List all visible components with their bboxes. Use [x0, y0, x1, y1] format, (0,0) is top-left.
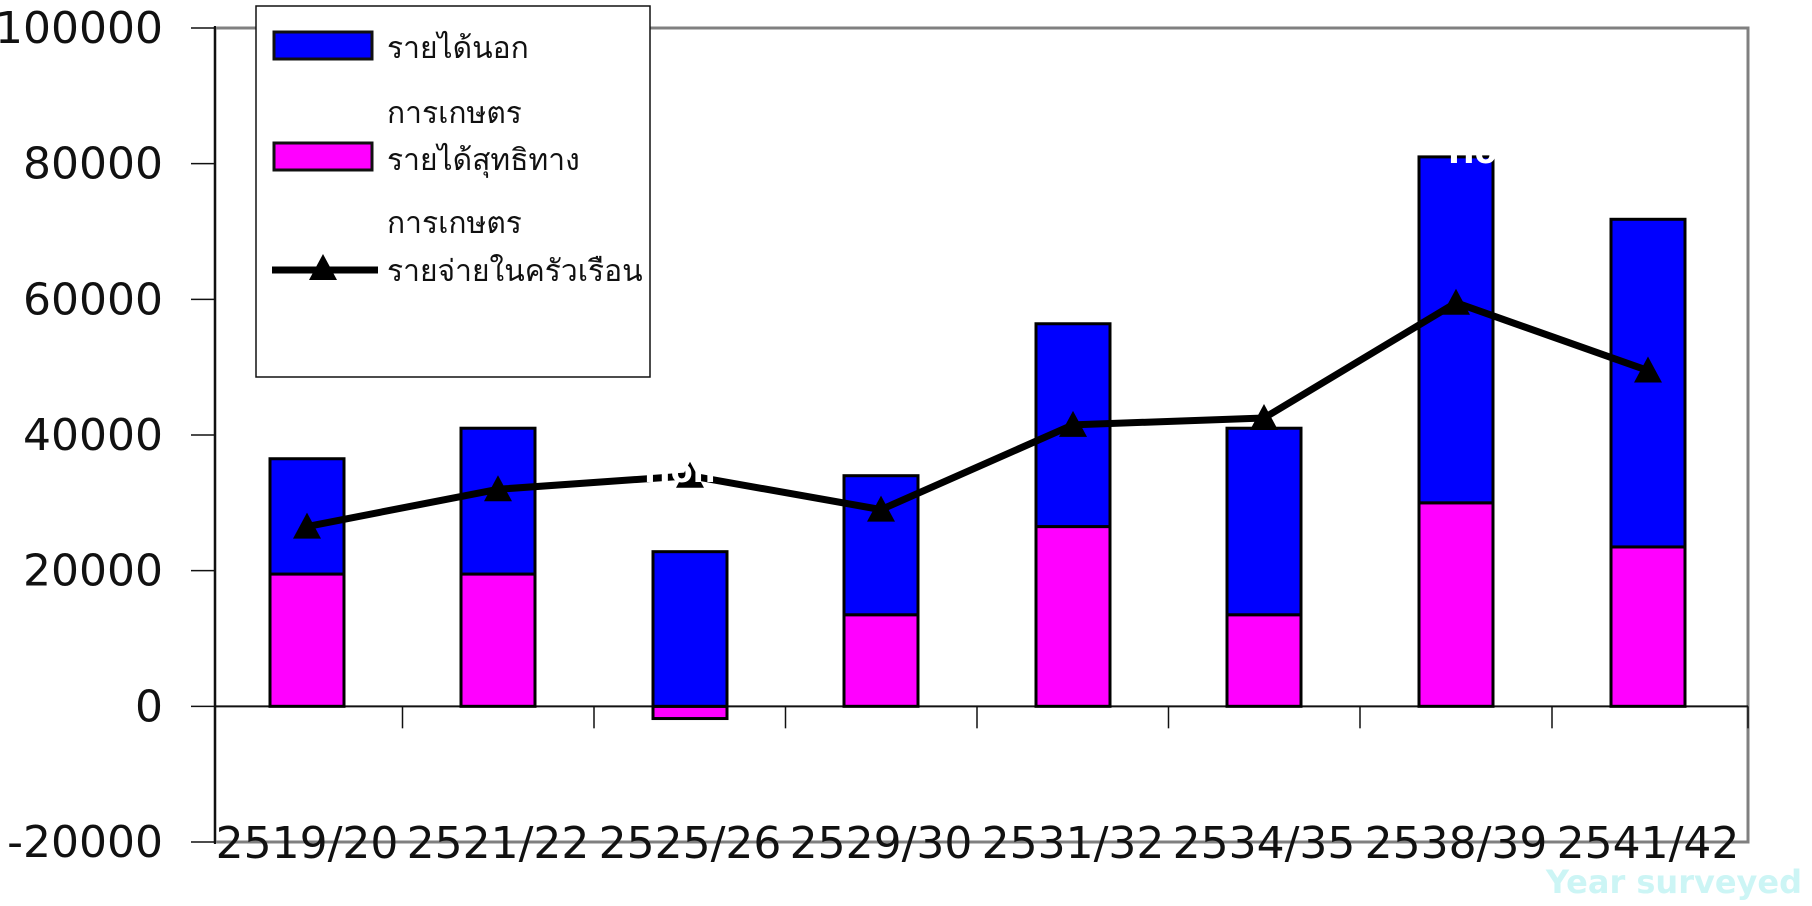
bar-farm-income [1225, 613, 1303, 708]
x-axis-title: Year surveyed [1545, 863, 1802, 901]
legend-label: รายได้นอก [387, 30, 529, 66]
bar-nonfarm-income [1417, 155, 1495, 505]
expense-line [306, 299, 1650, 531]
y-tick-label: 20000 [23, 546, 163, 597]
legend-swatch-nonfarm [272, 30, 374, 61]
expense-line-series [293, 288, 1662, 539]
y-tick-label: 0 [135, 681, 163, 732]
x-tick-label: 2525/26 [599, 818, 782, 869]
overlay-text-2: Ho [1448, 133, 1497, 171]
bars [268, 155, 1687, 721]
y-tick-label: -20000 [7, 817, 163, 868]
legend: รายได้นอกการเกษตรรายได้สุทธิทางการเกษตรร… [255, 5, 651, 378]
legend-box [255, 5, 651, 378]
expense-point-marker [1059, 410, 1087, 437]
bar-farm-income [459, 572, 537, 708]
legend-label: การเกษตร [387, 206, 522, 241]
expense-point-marker [1442, 288, 1470, 315]
expense-point-marker [293, 512, 321, 539]
legend-label: รายจ่ายในครัวเรือน [387, 254, 643, 289]
x-tick-label: 2538/39 [1365, 818, 1548, 869]
expense-point-marker [676, 461, 704, 488]
legend-label: รายได้สุทธิทาง [387, 142, 580, 179]
x-tick-label: 2529/30 [790, 818, 973, 869]
bar-nonfarm-income [651, 550, 729, 708]
legend-swatch-farm [272, 141, 374, 172]
y-tick-label: 100000 [0, 3, 163, 54]
expense-point-marker [484, 475, 512, 502]
bar-farm-income [651, 704, 729, 721]
x-tick-label: 2541/42 [1557, 818, 1740, 869]
overlay-text-1: Hon [644, 452, 716, 490]
y-tick-label: 60000 [23, 274, 163, 325]
y-tick-label: 80000 [23, 139, 163, 190]
legend-triangle-marker [309, 254, 337, 280]
expense-point-marker [1634, 356, 1662, 383]
bar-farm-income [1034, 525, 1112, 708]
expense-point-marker [867, 495, 895, 522]
x-axis-labels: 2519/20 2521/22 2525/26 2529/30 2531/32 2534/… [216, 818, 1740, 869]
bar-farm-income [1417, 501, 1495, 708]
legend-label: การเกษตร [387, 96, 522, 131]
bar-farm-income [268, 572, 346, 708]
y-axis: 100000 80000 60000 40000 20000 0 -20000 [0, 3, 215, 868]
x-tick-label: 2534/35 [1173, 818, 1356, 869]
x-tick-label: 2521/22 [407, 818, 590, 869]
bar-nonfarm-income [1225, 426, 1303, 617]
bar-nonfarm-income [1609, 217, 1687, 549]
bar-farm-income [842, 613, 920, 708]
y-tick-label: 40000 [23, 410, 163, 461]
x-tick-label: 2531/32 [982, 818, 1165, 869]
bar-farm-income [1609, 545, 1687, 708]
expense-point-marker [1250, 404, 1278, 431]
x-tick-label: 2519/20 [216, 818, 399, 869]
